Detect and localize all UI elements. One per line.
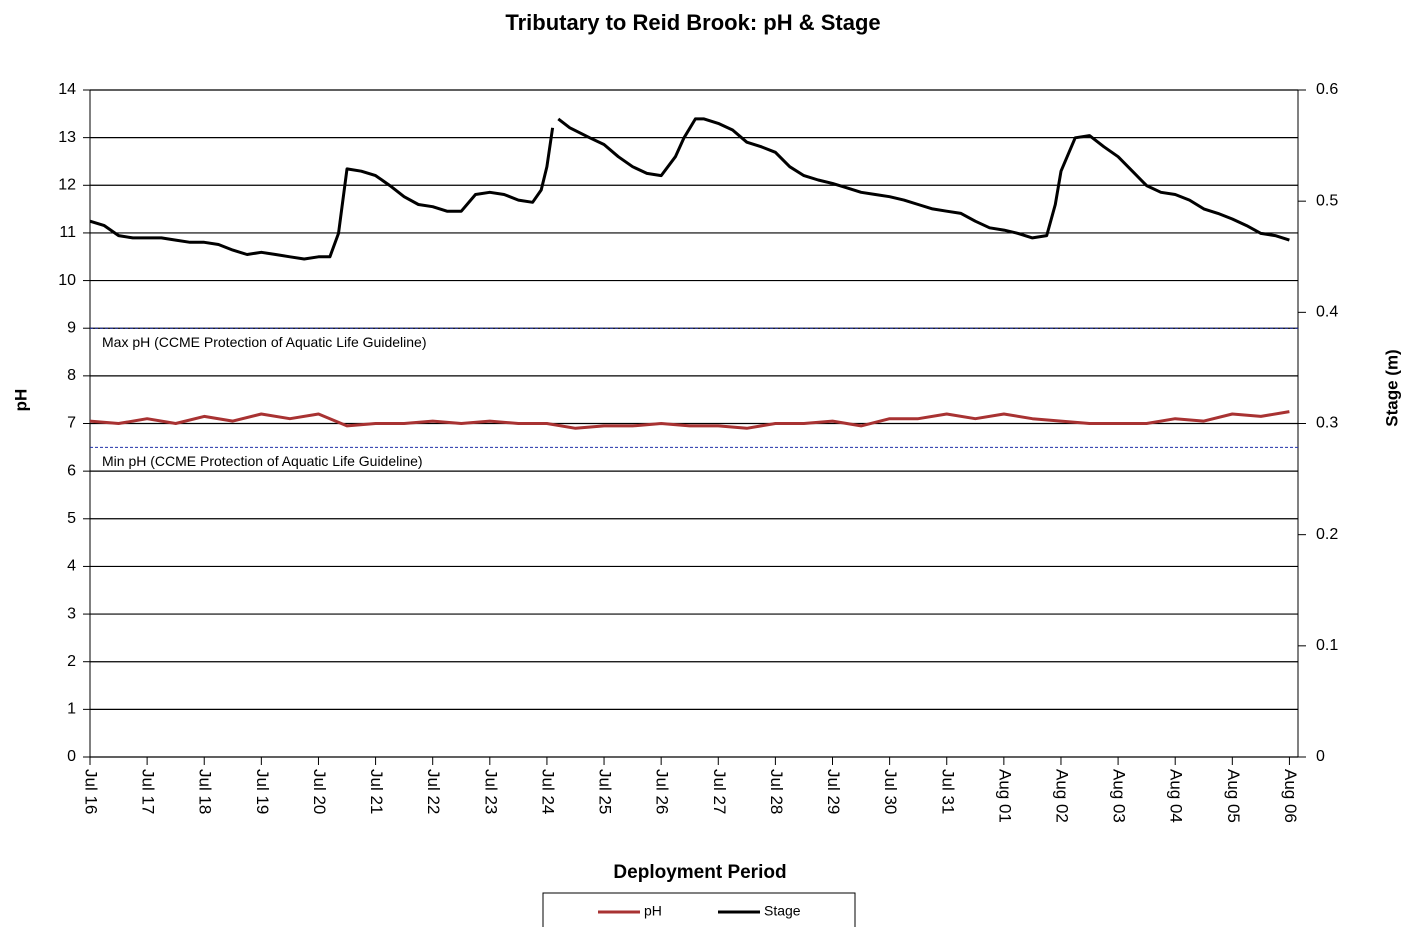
x-tick-label: Aug 02 bbox=[1052, 769, 1071, 823]
x-tick-label: Aug 06 bbox=[1281, 769, 1300, 823]
y-tick-label: 5 bbox=[67, 510, 76, 527]
legend-label: Stage bbox=[764, 903, 801, 919]
x-tick-label: Jul 19 bbox=[253, 769, 272, 814]
x-tick-label: Jul 25 bbox=[596, 769, 615, 814]
x-tick-label: Aug 05 bbox=[1224, 769, 1243, 823]
y2-tick-label: 0.4 bbox=[1316, 304, 1338, 321]
x-axis-title: Deployment Period bbox=[613, 862, 786, 883]
y2-tick-label: 0.6 bbox=[1316, 81, 1338, 98]
reference-label: Max pH (CCME Protection of Aquatic Life … bbox=[102, 334, 426, 350]
y-tick-label: 14 bbox=[58, 81, 76, 98]
y-tick-label: 8 bbox=[67, 367, 76, 384]
x-tick-label: Jul 20 bbox=[310, 769, 329, 814]
y2-tick-label: 0 bbox=[1316, 748, 1325, 765]
x-tick-label: Jul 29 bbox=[824, 769, 843, 814]
legend-box bbox=[542, 892, 856, 932]
y-tick-label: 12 bbox=[58, 177, 76, 194]
y-tick-label: 1 bbox=[67, 701, 76, 718]
x-tick-label: Jul 21 bbox=[367, 769, 386, 814]
x-tick-label: Jul 17 bbox=[139, 769, 158, 814]
x-tick-label: Aug 01 bbox=[995, 769, 1014, 823]
y-tick-label: 0 bbox=[67, 748, 76, 765]
y-tick-label: 11 bbox=[59, 224, 76, 241]
y2-tick-label: 0.2 bbox=[1316, 526, 1338, 543]
y-tick-label: 7 bbox=[67, 415, 76, 432]
x-tick-label: Jul 22 bbox=[424, 769, 443, 814]
y-tick-label: 13 bbox=[58, 129, 76, 146]
y2-axis-title: Stage (m) bbox=[1382, 349, 1401, 426]
x-tick-label: Jul 28 bbox=[767, 769, 786, 814]
x-tick-label: Jul 30 bbox=[881, 769, 900, 814]
x-tick-label: Jul 24 bbox=[538, 769, 557, 814]
y-tick-label: 10 bbox=[58, 272, 76, 289]
x-tick-label: Aug 03 bbox=[1110, 769, 1129, 823]
y2-tick-label: 0.5 bbox=[1316, 192, 1338, 209]
reference-label: Min pH (CCME Protection of Aquatic Life … bbox=[102, 453, 423, 469]
y-tick-label: 9 bbox=[67, 319, 76, 336]
x-tick-label: Jul 26 bbox=[653, 769, 672, 814]
y-tick-label: 2 bbox=[67, 653, 76, 670]
x-tick-label: Aug 04 bbox=[1167, 769, 1186, 823]
y2-tick-label: 0.3 bbox=[1316, 415, 1338, 432]
x-tick-label: Jul 18 bbox=[196, 769, 215, 814]
series-line bbox=[89, 410, 1290, 430]
y-tick-label: 6 bbox=[67, 462, 76, 479]
chart-title: Tributary to Reid Brook: pH & Stage bbox=[505, 10, 880, 35]
x-tick-label: Jul 31 bbox=[938, 769, 957, 814]
x-tick-label: Jul 27 bbox=[710, 769, 729, 814]
x-tick-label: Jul 23 bbox=[481, 769, 500, 814]
y-tick-label: 3 bbox=[67, 605, 76, 622]
legend-label: pH bbox=[644, 903, 662, 919]
y2-tick-label: 0.1 bbox=[1316, 637, 1338, 654]
x-tick-label: Jul 16 bbox=[82, 769, 101, 814]
y-axis-title: pH bbox=[11, 389, 30, 412]
y-tick-label: 4 bbox=[67, 558, 76, 575]
series-line bbox=[89, 117, 1290, 261]
